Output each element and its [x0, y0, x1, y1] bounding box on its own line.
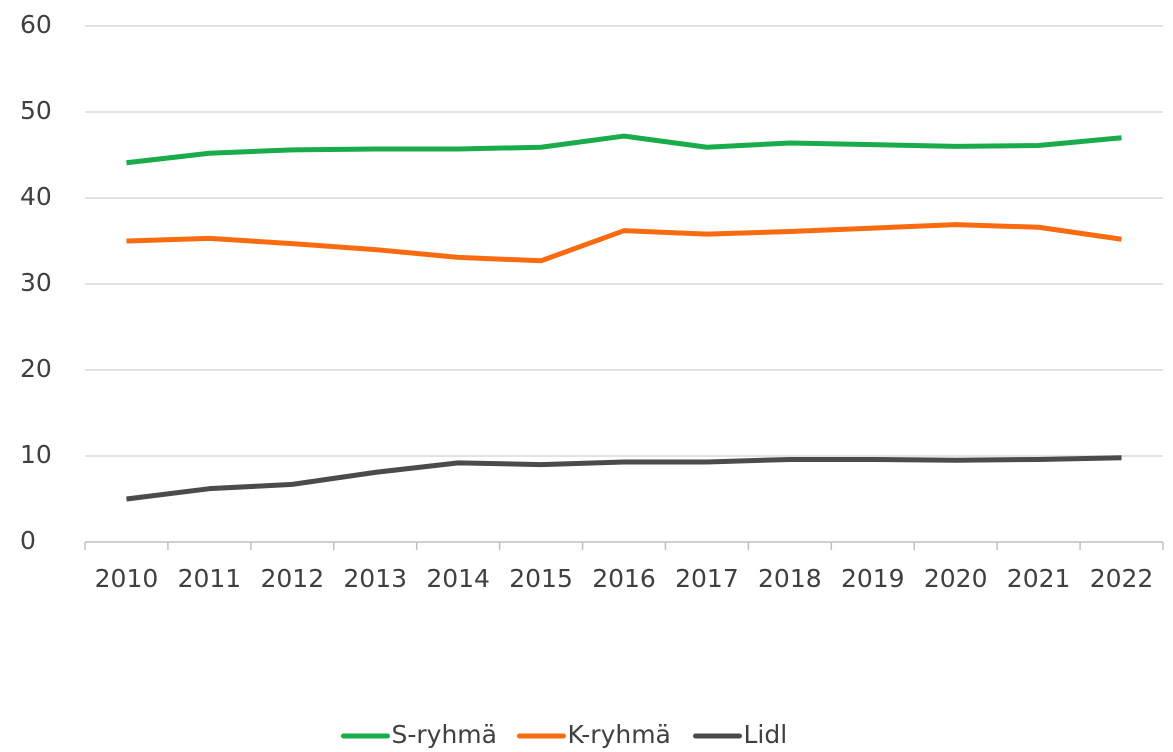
legend-label: Lidl [744, 720, 788, 749]
x-tick-label: 2017 [675, 564, 739, 593]
x-tick-label: 2022 [1090, 564, 1154, 593]
y-tick-label: 20 [20, 354, 52, 383]
x-tick-label: 2010 [95, 564, 159, 593]
x-tick-label: 2013 [343, 564, 407, 593]
x-tick-label: 2020 [924, 564, 988, 593]
x-tick-label: 2021 [1007, 564, 1071, 593]
x-tick-label: 2011 [178, 564, 242, 593]
series-line [126, 133, 1122, 166]
y-tick-label: 0 [20, 526, 36, 555]
x-tick-label: 2014 [426, 564, 490, 593]
y-tick-label: 10 [20, 440, 52, 469]
legend-label: S-ryhmä [392, 720, 497, 749]
y-tick-label: 60 [20, 10, 52, 39]
x-tick-label: 2016 [592, 564, 656, 593]
y-tick-label: 40 [20, 182, 52, 211]
x-tick-label: 2018 [758, 564, 822, 593]
x-tick-label: 2012 [260, 564, 324, 593]
y-tick-label: 30 [20, 268, 52, 297]
x-tick-label: 2015 [509, 564, 573, 593]
y-tick-label: 50 [20, 96, 52, 125]
series-line [126, 455, 1122, 502]
x-tick-label: 2019 [841, 564, 905, 593]
legend-label: K-ryhmä [568, 720, 671, 749]
series-line [126, 222, 1122, 264]
